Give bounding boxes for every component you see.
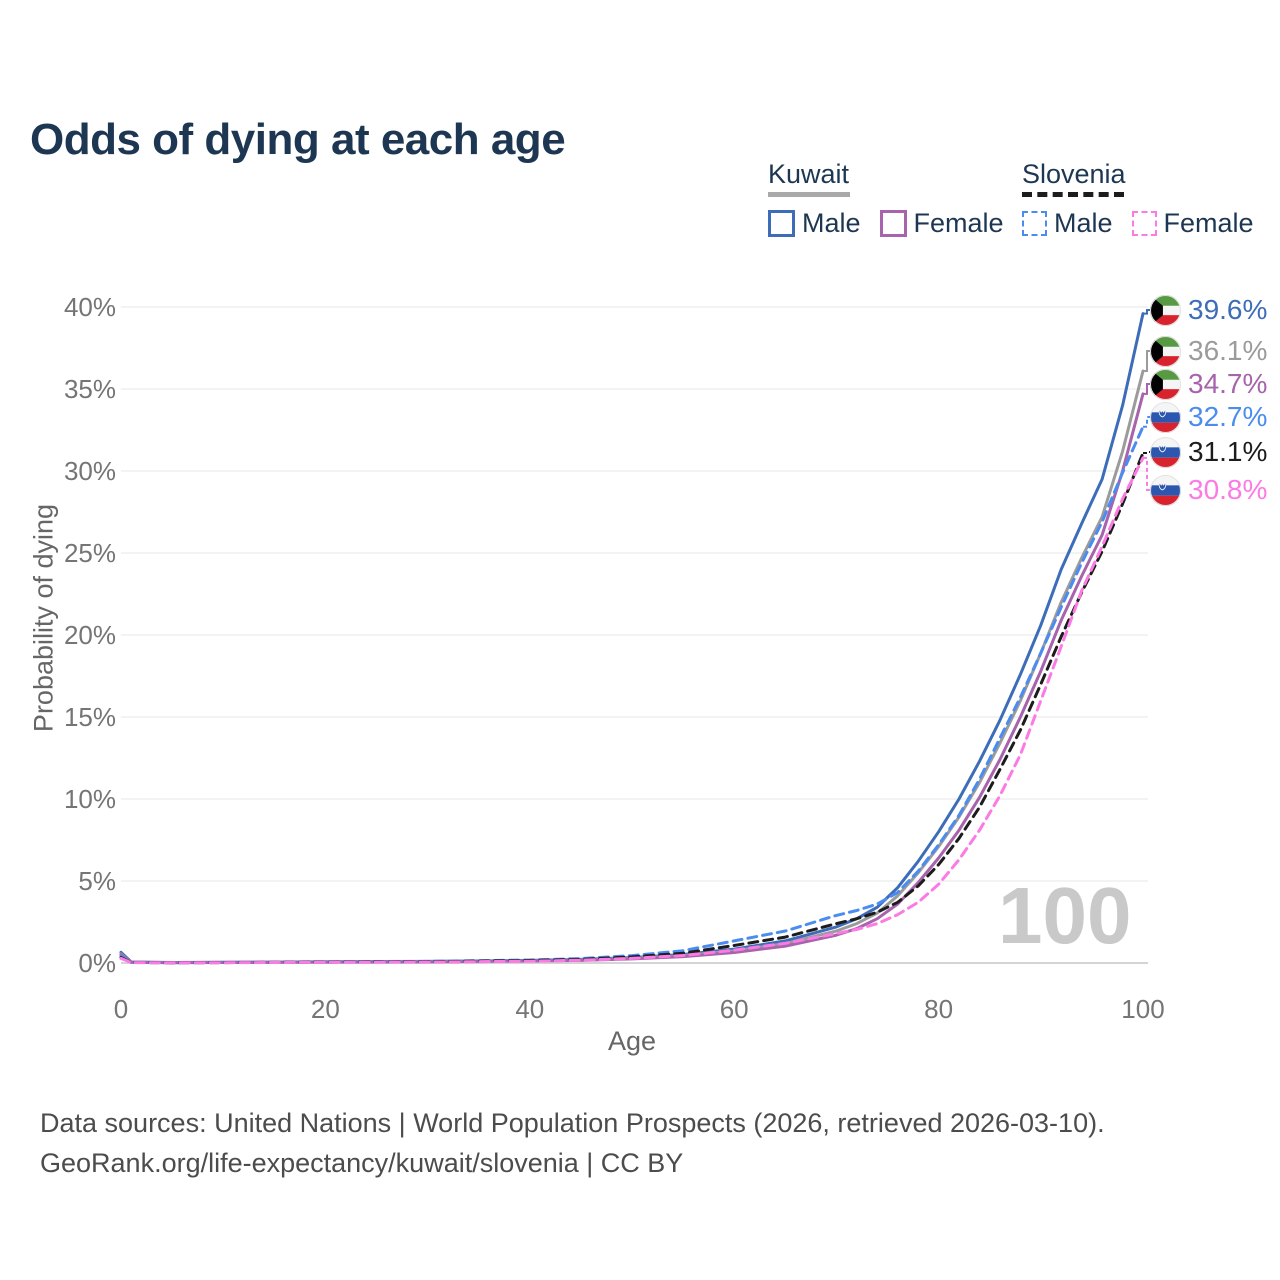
end-label-row-kuwait-male: 39.6%: [1150, 294, 1267, 326]
end-label-row-kuwait-both: 36.1%: [1150, 335, 1267, 367]
slovenia-flag-icon: [1150, 474, 1181, 506]
x-tick-label: 80: [924, 994, 954, 1024]
x-tick-label: 20: [310, 994, 340, 1024]
legend-item-label: Male: [1054, 208, 1113, 238]
legend-country-kuwait: Kuwait: [768, 159, 850, 189]
slovenia-line-style-sample: [1022, 192, 1124, 197]
y-tick-label: 40%: [63, 292, 116, 322]
x-tick-label: 100: [1121, 994, 1165, 1024]
end-label-row-slovenia-female: 30.8%: [1150, 474, 1267, 506]
x-tick-label: 40: [515, 994, 545, 1024]
leader-line-slovenia-female: [1143, 456, 1152, 491]
end-label-slovenia-female: 30.8%: [1188, 474, 1268, 505]
y-tick-label: 0%: [78, 948, 116, 978]
leader-line-kuwait-both: [1143, 350, 1152, 372]
y-tick-label: 30%: [63, 456, 116, 486]
leader-line-slovenia-male: [1143, 416, 1152, 428]
watermark-age-label: 100: [998, 871, 1132, 960]
legend-item-label: Female: [1163, 208, 1254, 238]
y-tick-label: 35%: [63, 374, 116, 404]
kuwait-flag-icon: [1150, 294, 1181, 326]
x-tick-label: 60: [719, 994, 749, 1024]
x-tick-label: 0: [113, 994, 129, 1024]
legend-item-label: Male: [802, 208, 861, 238]
y-tick-label: 10%: [63, 784, 116, 814]
footer-source-line: Data sources: United Nations | World Pop…: [40, 1108, 1105, 1138]
legend-item-kuwait-female[interactable]: Female: [879, 208, 1004, 239]
legend-group-slovenia: Slovenia Male Female: [1022, 160, 1254, 239]
slovenia-female-swatch-icon: [1131, 211, 1157, 236]
x-axis-title: Age: [607, 1026, 657, 1056]
series-line-kuwait-male: [119, 312, 1145, 964]
y-tick-label: 25%: [63, 538, 116, 568]
end-label-kuwait-female: 34.7%: [1188, 368, 1268, 399]
legend-item-kuwait-male[interactable]: Male: [768, 208, 861, 239]
kuwait-line-style-sample: [768, 192, 850, 197]
leader-line-kuwait-male: [1143, 309, 1152, 315]
series-line-kuwait-both: [119, 369, 1145, 965]
legend-item-label: Female: [913, 208, 1004, 238]
end-label-row-slovenia-male: 32.7%: [1150, 401, 1267, 433]
legend-item-slovenia-male[interactable]: Male: [1022, 208, 1113, 239]
y-axis-title: Probability of dying: [28, 503, 59, 733]
end-label-kuwait-both: 36.1%: [1188, 335, 1268, 366]
end-label-slovenia-both: 31.1%: [1188, 436, 1268, 467]
series-line-slovenia-both: [119, 451, 1145, 965]
end-label-slovenia-male: 32.7%: [1188, 401, 1268, 432]
series-line-slovenia-female: [119, 456, 1145, 965]
series-line-kuwait-female: [119, 392, 1145, 965]
leader-line-slovenia-both: [1143, 451, 1152, 454]
end-label-kuwait-male: 39.6%: [1188, 294, 1268, 325]
kuwait-male-swatch-icon: [768, 210, 795, 237]
slovenia-flag-icon: [1150, 436, 1181, 468]
legend-group-kuwait: Kuwait Male Female: [768, 160, 1004, 239]
legend-country-slovenia: Slovenia: [1022, 159, 1126, 189]
kuwait-flag-icon: [1150, 368, 1181, 400]
leader-line-kuwait-female: [1143, 383, 1152, 395]
legend-item-slovenia-female[interactable]: Female: [1131, 208, 1254, 239]
slovenia-flag-icon: [1150, 401, 1181, 433]
y-tick-label: 5%: [78, 866, 116, 896]
page-title: Odds of dying at each age: [30, 115, 566, 165]
kuwait-female-swatch-icon: [879, 210, 907, 237]
end-label-row-slovenia-both: 31.1%: [1150, 436, 1267, 468]
kuwait-flag-icon: [1150, 335, 1181, 367]
footer-attribution-line: GeoRank.org/life-expectancy/kuwait/slove…: [40, 1148, 684, 1178]
y-tick-label: 15%: [63, 702, 116, 732]
end-label-row-kuwait-female: 34.7%: [1150, 368, 1267, 400]
slovenia-male-swatch-icon: [1022, 211, 1047, 236]
y-tick-label: 20%: [63, 620, 116, 650]
series-line-slovenia-male: [119, 425, 1145, 965]
